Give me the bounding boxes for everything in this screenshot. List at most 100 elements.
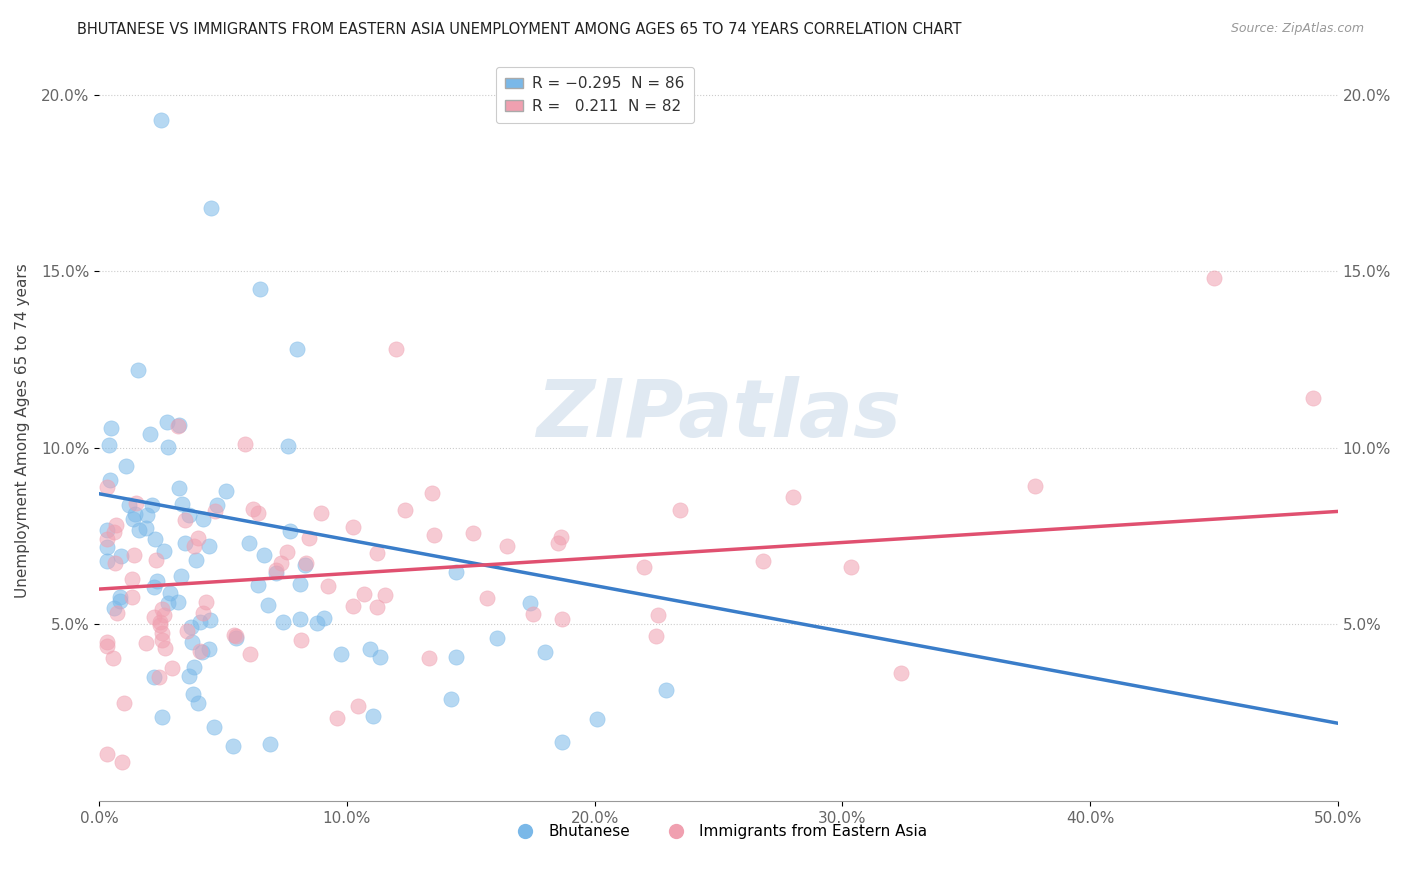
Point — [198, 539, 221, 553]
Point — [96, 540, 118, 554]
Point — [271, 615, 294, 630]
Point — [233, 437, 256, 451]
Point — [96, 639, 118, 653]
Point — [440, 692, 463, 706]
Point — [110, 590, 132, 604]
Point — [394, 503, 416, 517]
Point — [645, 629, 668, 643]
Point — [551, 612, 574, 626]
Point — [309, 506, 332, 520]
Point — [149, 615, 172, 630]
Point — [152, 626, 174, 640]
Point — [96, 524, 118, 538]
Point — [174, 536, 197, 550]
Point — [103, 600, 125, 615]
Point — [297, 531, 319, 545]
Point — [385, 342, 408, 356]
Point — [141, 498, 163, 512]
Point — [96, 480, 118, 494]
Point — [143, 609, 166, 624]
Point — [105, 517, 128, 532]
Point — [190, 644, 212, 658]
Point — [174, 513, 197, 527]
Point — [193, 607, 215, 621]
Point — [187, 696, 209, 710]
Point — [633, 559, 655, 574]
Point — [204, 503, 226, 517]
Point — [143, 670, 166, 684]
Point — [149, 618, 172, 632]
Point — [326, 710, 349, 724]
Point — [238, 536, 260, 550]
Point — [461, 526, 484, 541]
Point — [330, 647, 353, 661]
Point — [156, 415, 179, 429]
Point — [668, 502, 690, 516]
Point — [180, 620, 202, 634]
Point — [128, 523, 150, 537]
Point — [183, 660, 205, 674]
Point — [1202, 271, 1225, 285]
Point — [121, 590, 143, 604]
Point — [148, 670, 170, 684]
Point — [359, 641, 381, 656]
Point — [1302, 392, 1324, 406]
Point — [155, 640, 177, 655]
Point — [194, 595, 217, 609]
Point — [266, 563, 288, 577]
Point — [444, 650, 467, 665]
Point — [534, 645, 557, 659]
Point — [136, 508, 159, 523]
Point — [150, 632, 173, 647]
Point — [374, 588, 396, 602]
Text: Source: ZipAtlas.com: Source: ZipAtlas.com — [1230, 22, 1364, 36]
Point — [314, 611, 336, 625]
Point — [207, 498, 229, 512]
Point — [187, 531, 209, 545]
Point — [156, 597, 179, 611]
Point — [264, 566, 287, 580]
Point — [242, 501, 264, 516]
Point — [752, 554, 775, 568]
Point — [138, 427, 160, 442]
Point — [180, 634, 202, 648]
Legend: Bhutanese, Immigrants from Eastern Asia: Bhutanese, Immigrants from Eastern Asia — [503, 818, 934, 845]
Point — [486, 632, 509, 646]
Point — [122, 512, 145, 526]
Point — [366, 599, 388, 614]
Point — [98, 438, 121, 452]
Point — [146, 574, 169, 589]
Point — [122, 548, 145, 562]
Point — [522, 607, 544, 621]
Point — [98, 473, 121, 487]
Point — [112, 696, 135, 710]
Point — [841, 560, 863, 574]
Point — [353, 587, 375, 601]
Point — [198, 642, 221, 657]
Point — [290, 612, 312, 626]
Point — [153, 607, 176, 622]
Point — [547, 535, 569, 549]
Y-axis label: Unemployment Among Ages 65 to 74 years: Unemployment Among Ages 65 to 74 years — [15, 263, 30, 598]
Point — [143, 533, 166, 547]
Point — [423, 528, 446, 542]
Point — [160, 661, 183, 675]
Point — [496, 539, 519, 553]
Point — [96, 532, 118, 546]
Point — [125, 495, 148, 509]
Point — [159, 586, 181, 600]
Point — [259, 737, 281, 751]
Point — [167, 481, 190, 495]
Point — [157, 440, 180, 454]
Point — [295, 556, 318, 570]
Point — [176, 624, 198, 638]
Point — [104, 556, 127, 570]
Point — [278, 524, 301, 539]
Point — [198, 613, 221, 627]
Point — [135, 635, 157, 649]
Point — [446, 566, 468, 580]
Point — [550, 735, 572, 749]
Point — [177, 669, 200, 683]
Point — [247, 577, 270, 591]
Point — [110, 549, 132, 563]
